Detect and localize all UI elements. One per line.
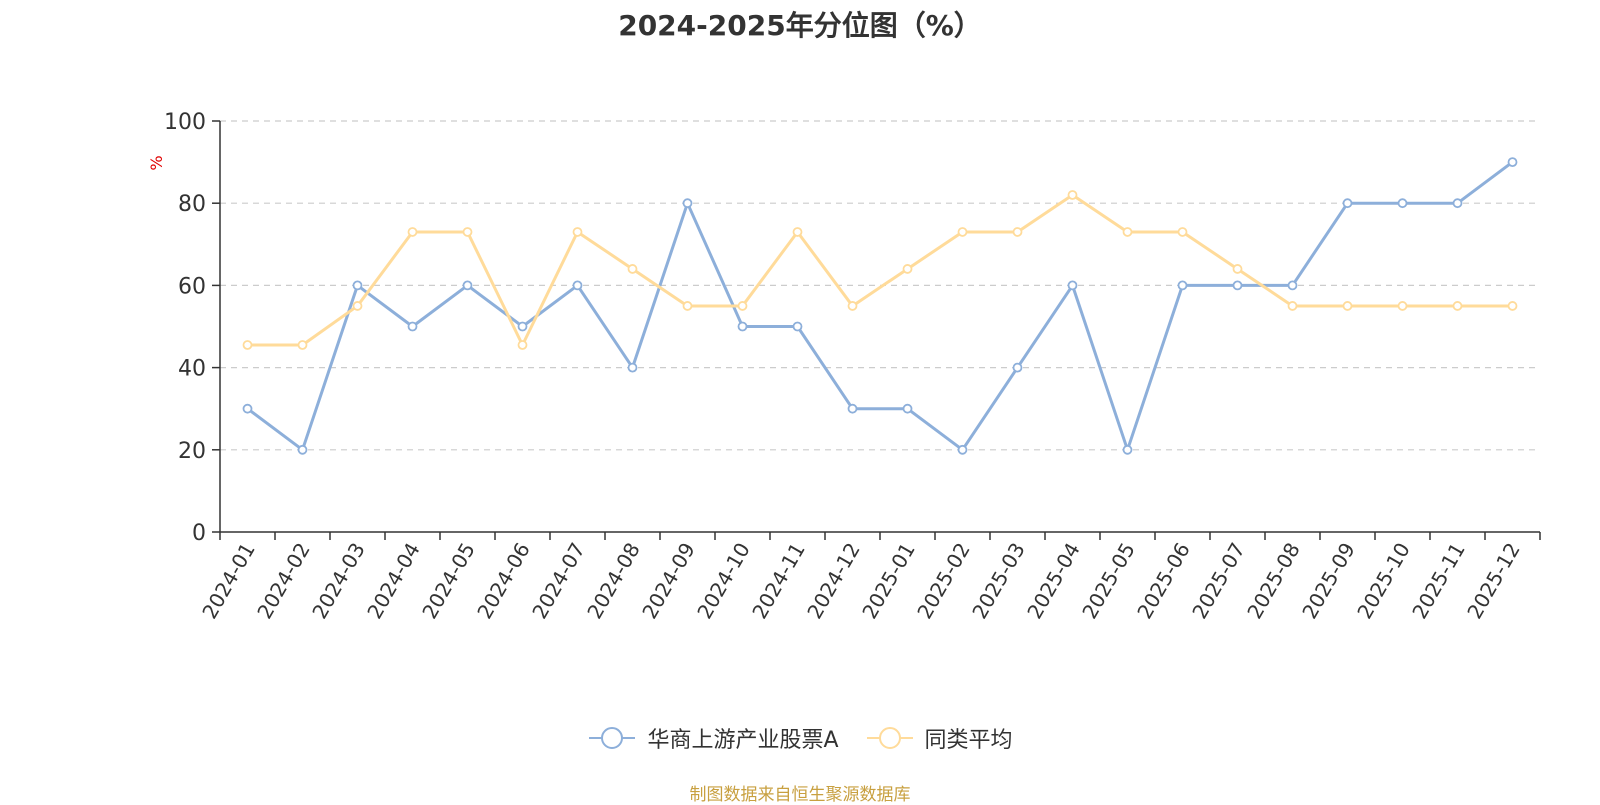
data-point-average [1012,227,1023,237]
legend-label-average: 同类平均 [924,728,1013,753]
y-tick-label: 20 [178,439,206,464]
data-point-fund [737,321,748,332]
data-point-average [1287,301,1298,311]
x-tick-label: 2024-03 [307,539,370,623]
data-point-average [1397,301,1408,311]
chart-title: 2024-2025年分位图（%） [618,9,982,42]
data-point-average [902,264,913,274]
y-tick-label: 100 [164,110,206,135]
data-point-fund [902,403,913,414]
data-point-average [572,227,583,237]
data-point-fund [1507,157,1518,168]
data-point-average [737,301,748,311]
legend-item-fund[interactable]: 华商上游产业股票A [587,722,839,754]
x-tick-label: 2024-12 [802,539,865,623]
x-tick-label: 2025-10 [1352,539,1415,623]
data-point-fund [1177,280,1188,291]
x-tick-label: 2024-02 [252,539,315,623]
data-point-average [1232,264,1243,274]
x-tick-label: 2024-09 [637,539,700,623]
legend-marker-fund [589,727,636,749]
legend-label-fund: 华商上游产业股票A [647,728,839,753]
x-tick-label: 2025-11 [1407,539,1470,623]
data-point-fund [572,280,583,291]
data-point-fund [407,321,418,332]
x-tick-label: 2024-04 [362,539,425,623]
x-tick-label: 2025-01 [857,539,920,623]
data-point-fund [242,403,253,414]
y-tick-label: 40 [178,357,206,382]
x-tick-label: 2024-10 [692,539,755,623]
x-tick-label: 2024-07 [527,539,590,623]
data-point-average [1177,227,1188,237]
x-tick-label: 2025-12 [1462,539,1525,623]
data-point-average [627,264,638,274]
data-point-fund [1067,280,1078,291]
data-point-fund [1012,362,1023,373]
x-tick-label: 2025-06 [1132,539,1195,623]
x-tick-label: 2025-02 [912,539,975,623]
data-point-fund [297,444,308,455]
data-point-fund [1342,198,1353,209]
line-chart: 020406080100%2024-012024-022024-032024-0… [147,110,1541,623]
series-line-average [247,193,1513,347]
data-point-fund [462,280,473,291]
legend-item-average[interactable]: 同类平均 [865,722,1013,754]
data-point-fund [1452,198,1463,209]
data-point-fund [1397,198,1408,209]
data-point-average [352,301,363,311]
x-tick-label: 2025-07 [1187,539,1250,623]
x-tick-label: 2025-08 [1242,539,1305,623]
data-point-fund [1122,444,1133,455]
data-point-fund [792,321,803,332]
chart-legend: 华商上游产业股票A 同类平均 [0,722,1600,754]
data-point-average [462,227,473,237]
data-point-fund [517,321,528,332]
data-point-average [957,227,968,237]
data-point-fund [957,444,968,455]
y-tick-label: 80 [178,192,206,217]
data-point-average [517,340,528,350]
legend-marker-average [866,727,913,749]
data-point-average [242,340,253,350]
data-point-average [1067,190,1078,200]
x-tick-label: 2024-05 [417,539,480,623]
data-point-average [682,301,693,311]
data-point-average [792,227,803,237]
x-tick-label: 2024-08 [582,539,645,623]
data-point-average [847,301,858,311]
y-axis-unit: % [147,155,166,170]
x-tick-label: 2024-11 [747,539,810,623]
x-tick-label: 2025-04 [1022,539,1085,623]
data-point-average [1452,301,1463,311]
data-point-average [1122,227,1133,237]
y-tick-label: 60 [178,274,206,299]
data-point-average [1342,301,1353,311]
series-line-fund [246,160,1514,452]
data-point-fund [1232,280,1243,291]
y-tick-label: 0 [192,521,206,546]
x-tick-label: 2025-09 [1297,539,1360,623]
data-point-fund [847,403,858,414]
data-point-fund [1287,280,1298,291]
data-point-average [297,340,308,350]
data-point-fund [682,198,693,209]
source-credit: 制图数据来自恒生聚源数据库 [689,785,911,805]
data-point-fund [627,362,638,373]
data-point-average [1507,301,1518,311]
x-tick-label: 2025-05 [1077,539,1140,623]
x-tick-label: 2024-01 [197,539,260,623]
data-point-average [407,227,418,237]
x-tick-label: 2025-03 [967,539,1030,623]
x-tick-label: 2024-06 [472,539,535,623]
data-point-fund [352,280,363,291]
